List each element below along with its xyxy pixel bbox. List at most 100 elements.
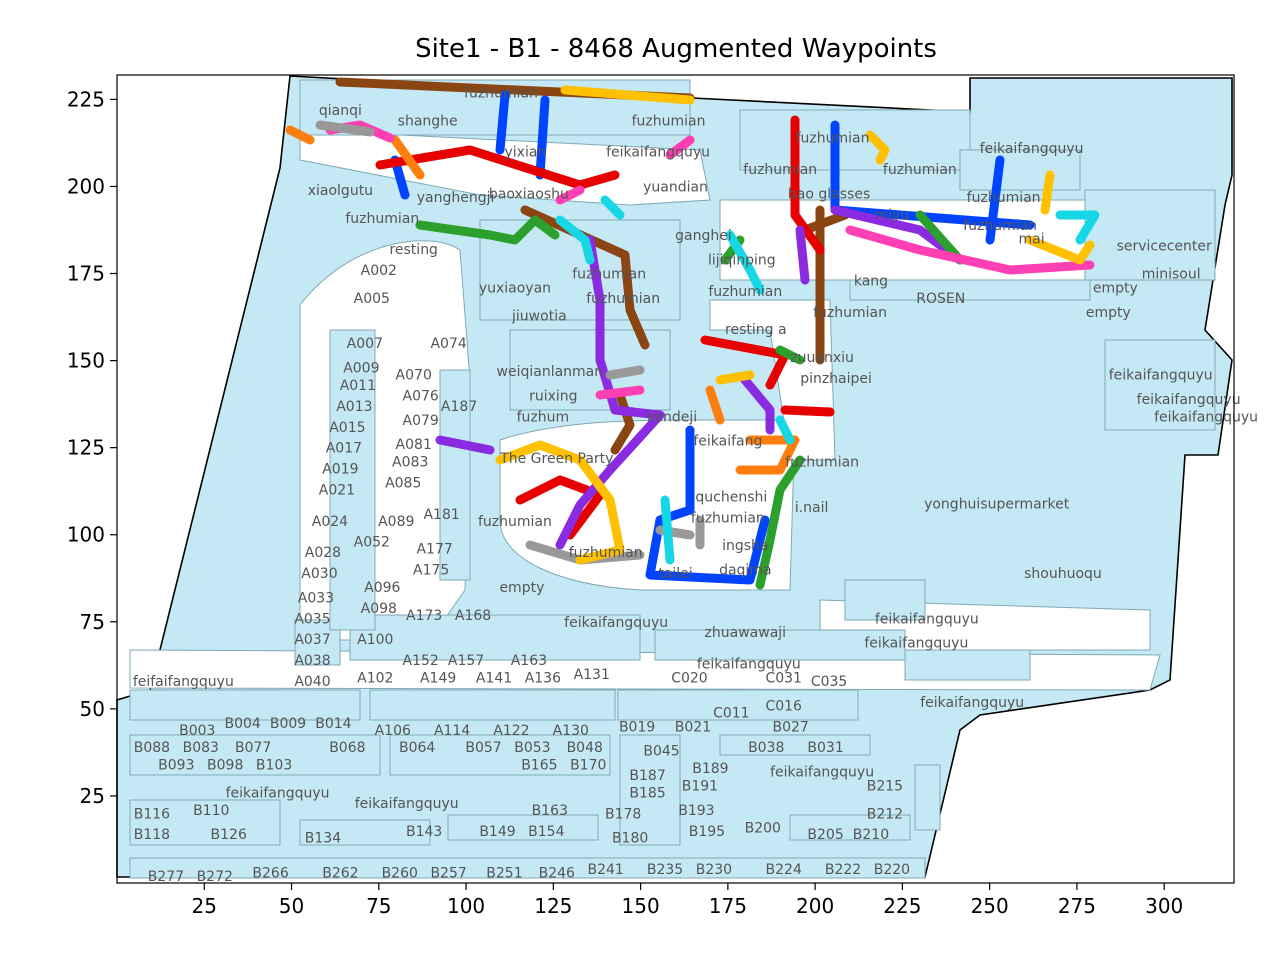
shop-label: B143 [406,824,442,840]
shop-label: fuzhumian [967,190,1041,206]
y-axis: 25 50 75 100 125 150 175 200 225 [67,87,117,808]
waypoint-track-brown [335,77,850,455]
shop-label: A070 [396,368,432,384]
shop-label: zuuanxiu [790,350,854,366]
shop-label: A173 [406,608,442,624]
shop-label: A098 [361,601,397,617]
shop-label: baoxiaoshu [489,186,569,202]
shop-label: A149 [420,671,456,687]
shop-label: zhuawawaji [705,625,787,641]
shop-label: B277 [148,869,184,885]
shop-label: tailei [658,566,692,582]
waypoint-track-cyan [555,195,1100,565]
shop-label: feifaifangquyu [133,674,234,690]
shop-label: B027 [773,719,809,735]
y-tick-label: 175 [67,262,105,286]
shop-block [129,689,361,721]
shop-label: A019 [322,462,358,478]
shop-label: yuandian [643,179,708,195]
shop-label: A002 [361,263,397,279]
shop-label: B257 [430,866,466,882]
axes-frame [116,74,1235,884]
shop-block [439,369,471,581]
shop-label: A096 [364,580,400,596]
shop-label: B193 [678,803,714,819]
shop-block [329,329,376,631]
shop-label: A035 [294,611,330,627]
shop-block [1084,189,1216,281]
floor-map: qianqi shanghe fuzhumian fuzhumian yixian fei… [116,75,1258,885]
waypoint-trajectories [285,77,1100,590]
shop-block [719,734,871,756]
shop-label: A040 [294,674,330,690]
shop-label: B088 [134,740,170,756]
y-tick-label: 150 [67,349,105,373]
waypoint-track-orange [285,125,800,475]
shop-label: B116 [134,806,170,822]
shop-label: A085 [385,475,421,491]
shop-block [447,814,599,841]
shop-label: B031 [807,740,843,756]
shop-label: feikaifangquyu [920,695,1024,711]
shop-label: B241 [588,862,624,878]
shop-block [389,734,611,776]
shop-label: fuzhumian [743,162,817,178]
shop-block [739,109,971,171]
shop-label: A081 [396,437,432,453]
shop-label: A015 [329,420,365,436]
shop-label: A089 [378,514,414,530]
shop-label: fuzhum [517,409,570,425]
shop-label: B154 [528,824,564,840]
shop-label: B014 [315,716,351,732]
shop-label: A030 [301,566,337,582]
x-tick-label: 150 [622,894,660,918]
shop-labels: qianqi shanghe fuzhumian fuzhumian yixian fei… [133,85,1258,885]
shop-label: ingsha [722,538,768,554]
shop-block [654,629,906,661]
y-tick-label: 50 [80,697,105,721]
y-tick-label: 200 [67,174,105,198]
shop-label: B224 [766,862,802,878]
shop-label: B210 [853,827,889,843]
shop-label: A024 [312,514,348,530]
shop-label: B222 [825,862,861,878]
shop-label: A141 [476,671,512,687]
shop-label: shouhuoqu [1024,566,1102,582]
x-tick-label: 225 [883,894,921,918]
shop-label: B189 [692,761,728,777]
shop-block [129,799,281,846]
x-tick-label: 175 [709,894,747,918]
shop-label: ruixing [529,388,577,404]
shop-label: A007 [347,336,383,352]
shop-label: feikaifangquyu [1154,409,1258,425]
shop-blocks [129,79,1216,879]
shop-label: B260 [382,866,418,882]
shop-label: B272 [197,869,233,885]
shop-label: kang [854,273,888,289]
shop-label: bao glasses [788,186,870,202]
shop-label: B212 [867,806,903,822]
shop-label: B180 [612,831,648,847]
shop-label: A052 [354,535,390,551]
y-tick-label: 75 [80,610,105,634]
shop-label: B134 [305,831,341,847]
shop-label: B021 [675,719,711,735]
shop-block [299,819,431,846]
shop-block [789,814,911,841]
shop-label: A038 [294,653,330,669]
shop-block [349,614,641,661]
shop-block [914,764,941,831]
x-tick-label: 275 [1058,894,1096,918]
shop-label: i.nail [795,500,829,516]
shop-label: B195 [689,824,725,840]
shop-label: ROSEN [916,291,965,307]
shop-label: empty [499,580,544,596]
shop-label: A177 [416,542,452,558]
shop-label: fuzhumian [883,162,957,178]
shop-label: A017 [326,441,362,457]
shop-label: A076 [403,388,439,404]
shop-label: fuzhumian [345,211,419,227]
shop-label: B200 [745,820,781,836]
x-tick-label: 125 [534,894,572,918]
plot-title: Site1 - B1 - 8468 Augmented Waypoints [415,34,937,64]
